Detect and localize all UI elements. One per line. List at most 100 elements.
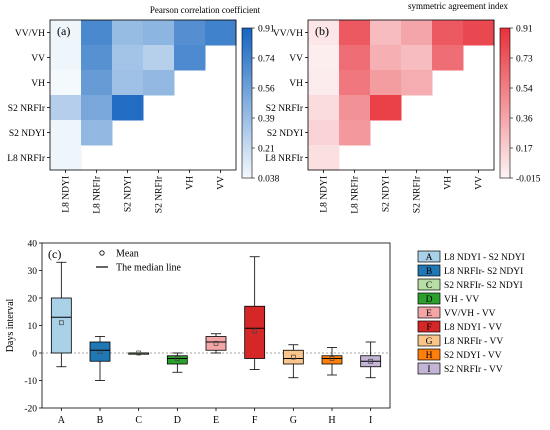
- mean-marker: [58, 320, 64, 326]
- column-label: S2 NDYI: [124, 176, 134, 212]
- heatmap-cell: [308, 20, 340, 46]
- heatmap-cell: [339, 95, 371, 121]
- chart-title: Pearson correlation coefficient: [150, 5, 261, 15]
- heatmap-cell: [50, 120, 82, 146]
- row-label: S2 NRFIr: [8, 104, 46, 114]
- heatmap-cell: [112, 70, 144, 96]
- row-label: S2 NDYI: [9, 129, 45, 139]
- mean-marker: [329, 356, 335, 361]
- legend-item-B: B L8 NRFIr- S2 NDYI: [417, 264, 523, 277]
- colorbar-tick-label: 0.91: [258, 25, 275, 35]
- heatmap-cell: [370, 45, 402, 71]
- legend-label: VV/VH - VV: [444, 309, 496, 319]
- mean-marker: [136, 350, 142, 356]
- heatmap-cell: [50, 95, 82, 121]
- heatmap-frame: [49, 19, 237, 171]
- column-label: VV: [475, 176, 485, 190]
- legend-swatch: [417, 334, 441, 347]
- legend-item-I: I S2 NRFIr - VV: [417, 362, 503, 375]
- heatmap-cell: [81, 20, 113, 46]
- x-tick-label: B: [97, 415, 104, 426]
- x-tick-label: A: [58, 415, 66, 426]
- mean-marker: [252, 328, 258, 334]
- legend-item-H: H S2 NDYI - VV: [417, 348, 502, 361]
- heatmap-cell: [370, 70, 402, 96]
- legend-key: G: [426, 337, 433, 347]
- row-label: VV/VH: [273, 29, 303, 39]
- column-label: S2 NRFIr: [155, 175, 165, 213]
- legend-item-A: A L8 NDYI - S2 NDYI: [417, 250, 525, 263]
- colorbar-tick-label: 0.21: [258, 145, 275, 155]
- column-label: VV: [217, 176, 227, 190]
- legend-swatch: [417, 278, 441, 291]
- x-tick-label: E: [213, 415, 219, 426]
- colorbar-tick-label: 0.038: [258, 175, 280, 185]
- legend-key: E: [426, 309, 432, 319]
- heatmap-cell: [370, 20, 402, 46]
- colorbar-tick-label: 0.73: [516, 55, 533, 65]
- chart-title: symmetric agreement index: [408, 1, 508, 11]
- box-body: [321, 355, 343, 365]
- legend-key: C: [426, 281, 432, 291]
- heatmap-cell: [174, 45, 206, 71]
- legend-key: I: [427, 365, 430, 375]
- row-label: L8 NRFIr: [7, 154, 46, 164]
- column-label: S2 NRFIr: [413, 175, 423, 213]
- column-label: L8 NDYI: [320, 176, 330, 213]
- colorbar-tick-label: 0.56: [258, 85, 275, 95]
- row-label: L8 NRFIr: [265, 154, 304, 164]
- legend-label: S2 NDYI - VV: [444, 351, 502, 361]
- y-tick-label: -10: [24, 377, 37, 387]
- colorbar-tick-label: -0.015: [516, 175, 541, 185]
- legend-item-C: C S2 NRFIr- S2 NDYI: [417, 278, 523, 291]
- legend-key: F: [426, 323, 431, 333]
- plot-frame: [41, 242, 391, 409]
- heatmap-cell: [401, 20, 433, 46]
- panel-label: (b): [315, 24, 329, 38]
- x-tick-label: D: [174, 415, 181, 426]
- box-E: [205, 333, 227, 354]
- legend-swatch: [417, 250, 441, 263]
- heatmap-panel-0: VV/VH VV VH S2 NRFIr S2 NDYI L8 NRFIr L8 NDYI L…: [7, 5, 279, 214]
- legend-key: D: [426, 295, 433, 305]
- row-label: VH: [289, 79, 303, 89]
- box-H: [321, 347, 343, 376]
- box-body: [166, 355, 188, 365]
- legend-label: L8 NDYI - S2 NDYI: [444, 253, 525, 263]
- heatmap-cell: [401, 45, 433, 71]
- x-tick-label: I: [369, 415, 372, 426]
- legend-swatch: [417, 264, 441, 277]
- column-label: L8 NRFIr: [93, 175, 103, 214]
- legend-inset-label: The median line: [116, 263, 182, 274]
- column-label: VH: [444, 176, 454, 190]
- legend-swatch: [417, 362, 441, 375]
- box-body: [89, 341, 111, 362]
- heatmap-cell: [112, 95, 144, 121]
- legend-key: H: [426, 351, 433, 361]
- heatmap-cell: [308, 120, 340, 146]
- legend-inset-label: Mean: [116, 249, 139, 260]
- heatmap-cell: [50, 20, 82, 46]
- mean-marker: [174, 356, 180, 361]
- legend-item-D: D VH - VV: [417, 292, 479, 305]
- heatmap-cell: [143, 20, 175, 46]
- box-D: [166, 352, 188, 373]
- legend-label: L8 NDYI - VV: [444, 323, 502, 333]
- box-body: [205, 336, 227, 351]
- heatmap-cell: [308, 145, 340, 171]
- heatmap-cell: [308, 45, 340, 71]
- heatmap-cell: [81, 120, 113, 146]
- x-tick-label: C: [135, 415, 142, 426]
- row-label: VV: [31, 54, 45, 64]
- legend-item-E: E VV/VH - VV: [417, 306, 496, 319]
- box-F: [244, 256, 266, 370]
- heatmap-cell: [112, 45, 144, 71]
- y-tick-label: 10: [28, 322, 38, 332]
- y-axis-label: Days interval: [5, 298, 16, 352]
- legend-label: L8 NRFIr - VV: [444, 337, 503, 347]
- heatmap-cell: [432, 20, 464, 46]
- y-tick-label: 30: [28, 267, 38, 277]
- panel-label: (c): [48, 247, 61, 261]
- row-label: VH: [31, 79, 45, 89]
